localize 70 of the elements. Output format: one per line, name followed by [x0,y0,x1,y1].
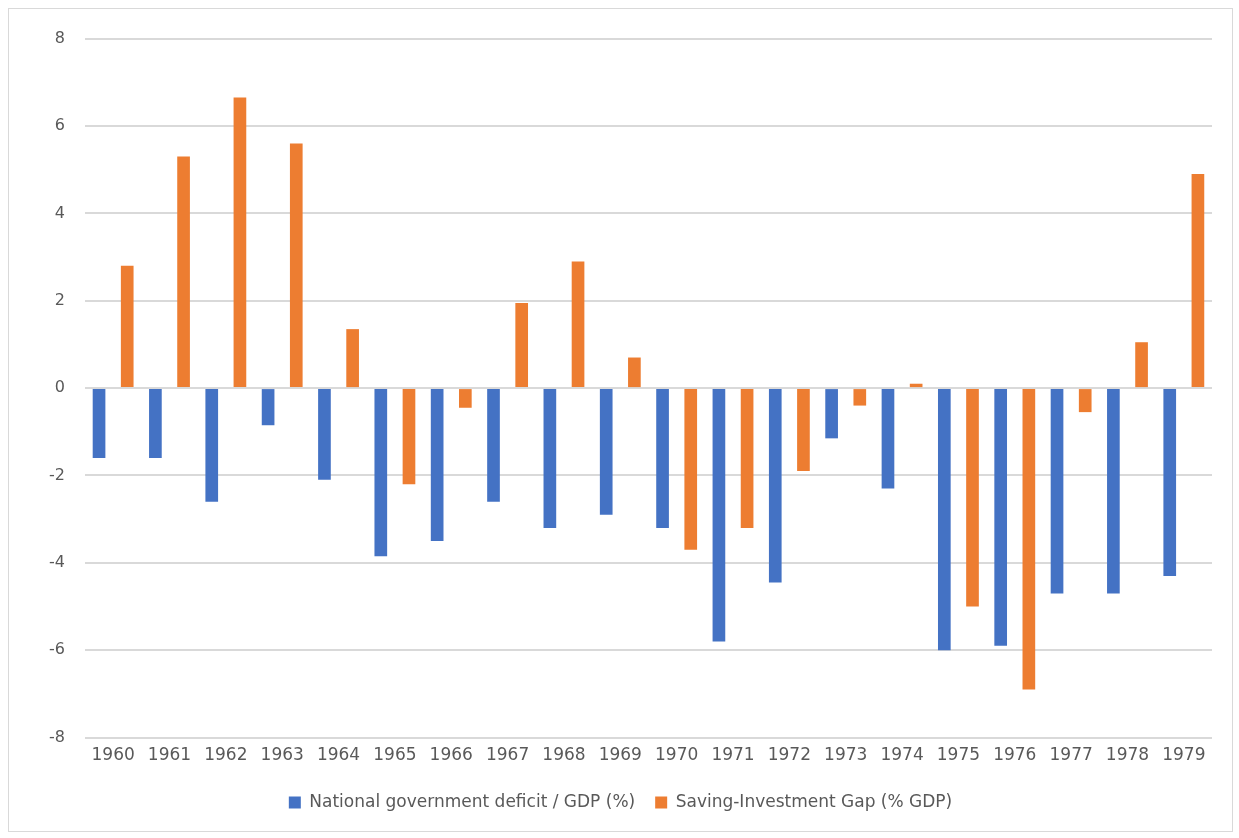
bar [1191,174,1205,388]
x-tick-label: 1973 [824,744,868,765]
bar [92,389,106,458]
x-tick-label: 1967 [485,744,530,765]
bar [374,389,388,557]
bar [149,389,162,458]
bar [881,389,895,489]
x-tick-label: 1971 [711,744,755,765]
bar [1107,389,1120,594]
x-tick-label: 1975 [936,744,981,765]
bar [177,156,190,388]
bar [430,389,444,542]
bar [261,389,275,426]
x-tick-label: 1970 [655,744,699,765]
bar [233,97,247,388]
y-tick-label: 6 [54,115,65,135]
y-tick-label: -6 [49,639,65,659]
x-tick-label: 1965 [373,744,417,765]
bar [487,389,500,502]
bar [712,389,726,642]
bar [1163,389,1177,576]
bar [768,389,782,583]
bar [797,389,810,472]
bar [966,389,979,607]
bar [656,389,669,528]
x-tick-label: 1961 [147,744,192,765]
bar [205,389,219,502]
bar [684,389,698,550]
legend-label: Saving-Investment Gap (% GDP) [675,790,953,811]
bar [1022,389,1036,690]
x-tick-label: 1962 [204,744,248,765]
bar [318,389,331,480]
y-tick-label: 2 [54,289,65,309]
bar [458,389,472,408]
bar [853,389,867,406]
y-tick-label: -8 [49,726,65,746]
x-tick-label: 1960 [91,744,135,765]
bar [571,261,585,388]
y-tick-label: 8 [54,27,65,47]
bar [994,389,1008,646]
bar [289,143,303,388]
y-tick-label: -2 [49,464,65,484]
x-tick-label: 1972 [767,744,811,765]
bar [937,389,951,651]
x-tick-label: 1969 [598,744,642,765]
bar [402,389,416,485]
x-tick-label: 1968 [542,744,586,765]
bar [1050,389,1064,594]
bar [1135,342,1148,388]
bar [628,357,641,388]
bar [120,265,134,388]
y-tick-label: -4 [49,552,65,572]
x-tick-label: 1979 [1162,744,1206,765]
bar [543,389,557,528]
bar [515,302,529,388]
bar [346,329,359,388]
legend-label: National government deficit / GDP (%) [309,790,636,811]
x-tick-label: 1963 [260,744,304,765]
bar [1078,389,1092,413]
bar [740,389,754,528]
x-tick-label: 1978 [1105,744,1150,765]
x-tick-label: 1974 [880,744,924,765]
y-tick-label: 4 [54,202,65,222]
x-tick-label: 1977 [1049,744,1093,765]
x-tick-label: 1964 [316,744,361,765]
x-tick-label: 1966 [429,744,473,765]
x-tick-label: 1976 [993,744,1037,765]
bar [599,389,613,515]
y-tick-label: 0 [54,377,65,397]
bar [825,389,838,439]
